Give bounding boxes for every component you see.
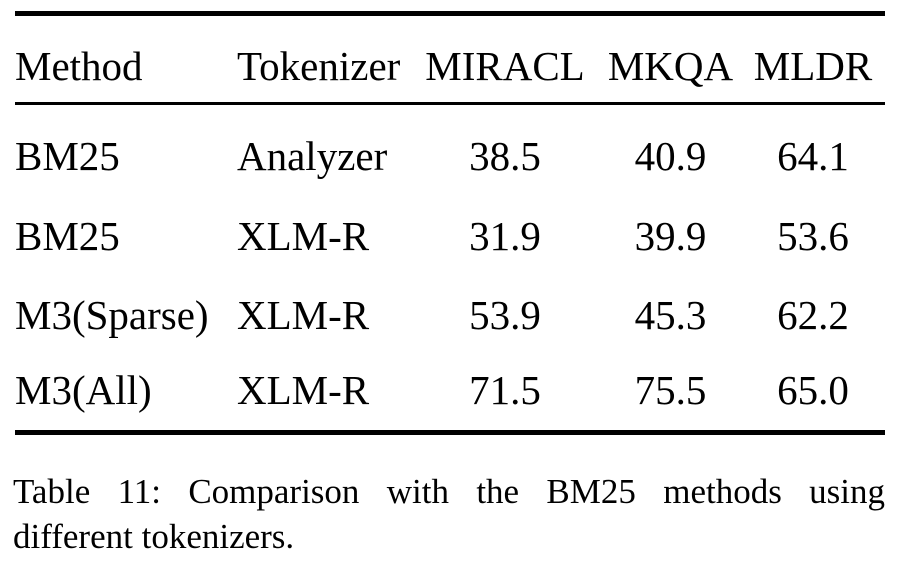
cell-mldr: 64.1 xyxy=(777,132,849,179)
table-caption: Table 11: Comparison with the BM25 metho… xyxy=(13,469,885,559)
table-caption-line-1: Table 11: Comparison with the BM25 metho… xyxy=(13,472,885,511)
cell-method: M3(Sparse) xyxy=(15,291,209,338)
cell-mkqa: 45.3 xyxy=(634,291,707,338)
cell-miracl: 31.9 xyxy=(469,212,541,259)
col-header-tokenizer: Tokenizer xyxy=(237,42,401,89)
cell-mkqa: 40.9 xyxy=(634,132,707,179)
cell-miracl: 53.9 xyxy=(469,291,541,338)
cell-mldr: 65.0 xyxy=(777,367,849,414)
cell-method: M3(All) xyxy=(15,367,152,414)
cell-tokenizer: XLM-R xyxy=(237,212,370,259)
cell-mkqa: 75.5 xyxy=(634,367,707,414)
header-row: Method Tokenizer MIRACL MKQA MLDR xyxy=(15,14,885,104)
col-header-method: Method xyxy=(15,42,143,89)
cell-mldr: 62.2 xyxy=(777,291,849,338)
results-table: Method Tokenizer MIRACL MKQA MLDR BM25 A… xyxy=(15,11,885,435)
table-row: M3(Sparse) XLM-R 53.9 45.3 62.2 xyxy=(15,271,885,352)
cell-tokenizer: XLM-R xyxy=(237,291,370,338)
cell-method: BM25 xyxy=(15,212,120,259)
cell-mkqa: 39.9 xyxy=(634,212,707,259)
cell-method: BM25 xyxy=(15,132,120,179)
cell-mldr: 53.6 xyxy=(777,212,849,259)
table-row: BM25 XLM-R 31.9 39.9 53.6 xyxy=(15,190,885,271)
table-row: BM25 Analyzer 38.5 40.9 64.1 xyxy=(15,104,885,190)
cell-miracl: 38.5 xyxy=(469,132,541,179)
table-caption-line-2: different tokenizers. xyxy=(13,517,295,556)
col-header-miracl: MIRACL xyxy=(425,42,585,89)
cell-miracl: 71.5 xyxy=(469,367,541,414)
col-header-mldr: MLDR xyxy=(753,42,873,89)
table-row: M3(All) XLM-R 71.5 75.5 65.0 xyxy=(15,352,885,433)
cell-tokenizer: Analyzer xyxy=(237,132,388,179)
col-header-mkqa: MKQA xyxy=(607,42,734,89)
cell-tokenizer: XLM-R xyxy=(237,367,370,414)
